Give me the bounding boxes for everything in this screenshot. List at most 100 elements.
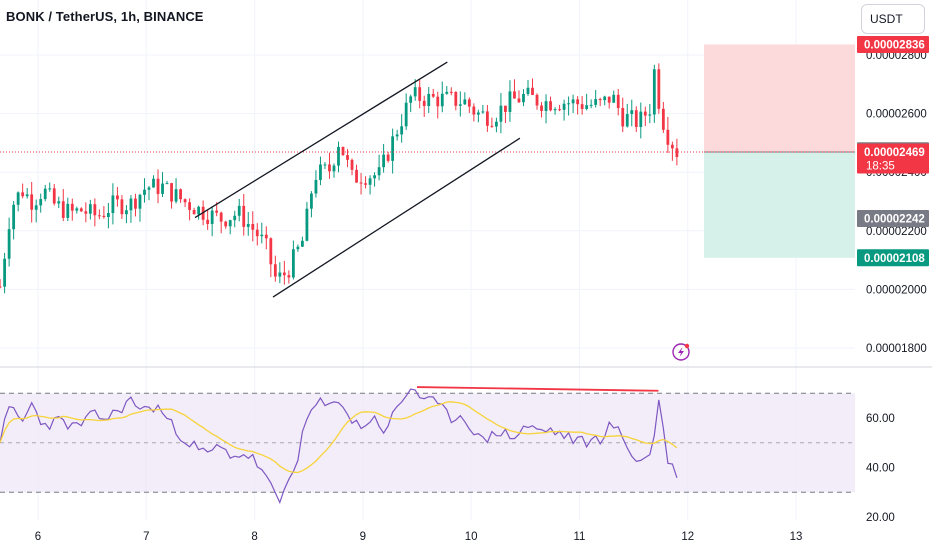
candle-body[interactable] bbox=[246, 223, 250, 227]
candle-body[interactable] bbox=[449, 91, 453, 93]
candle-body[interactable] bbox=[43, 188, 47, 200]
candle-body[interactable] bbox=[634, 110, 638, 127]
candle-body[interactable] bbox=[260, 234, 264, 237]
candle-body[interactable] bbox=[188, 202, 191, 210]
candle-body[interactable] bbox=[422, 100, 426, 107]
candle-body[interactable] bbox=[454, 91, 458, 106]
candle-body[interactable] bbox=[16, 192, 20, 205]
candle-body[interactable] bbox=[161, 183, 164, 194]
candle-body[interactable] bbox=[116, 195, 119, 200]
candle-body[interactable] bbox=[368, 178, 372, 185]
candle-body[interactable] bbox=[661, 108, 665, 130]
candle-body[interactable] bbox=[436, 96, 440, 107]
candle-body[interactable] bbox=[463, 99, 467, 105]
candle-body[interactable] bbox=[215, 210, 219, 213]
candle-body[interactable] bbox=[39, 199, 43, 206]
candle-body[interactable] bbox=[395, 134, 399, 137]
candle-body[interactable] bbox=[359, 182, 363, 184]
candle-body[interactable] bbox=[526, 87, 530, 94]
candle-body[interactable] bbox=[138, 194, 142, 209]
candle-body[interactable] bbox=[517, 98, 521, 103]
candle-body[interactable] bbox=[643, 111, 647, 116]
candle-body[interactable] bbox=[485, 111, 489, 126]
candle-body[interactable] bbox=[165, 183, 169, 185]
candle-body[interactable] bbox=[490, 125, 494, 127]
candle-body[interactable] bbox=[377, 167, 381, 176]
candle-body[interactable] bbox=[413, 87, 417, 97]
candle-body[interactable] bbox=[305, 208, 309, 241]
candle-body[interactable] bbox=[337, 146, 340, 166]
candle-body[interactable] bbox=[400, 126, 404, 135]
candle-body[interactable] bbox=[25, 194, 29, 197]
candle-body[interactable] bbox=[364, 183, 367, 185]
candle-body[interactable] bbox=[179, 189, 182, 200]
candle-body[interactable] bbox=[571, 99, 575, 104]
candle-body[interactable] bbox=[562, 103, 566, 110]
candle-body[interactable] bbox=[282, 272, 286, 276]
candle-body[interactable] bbox=[183, 199, 187, 203]
candle-body[interactable] bbox=[522, 93, 525, 103]
candle-body[interactable] bbox=[350, 159, 354, 170]
candle-body[interactable] bbox=[382, 154, 386, 168]
candle-body[interactable] bbox=[409, 96, 413, 103]
candle-body[interactable] bbox=[70, 203, 74, 211]
candle-body[interactable] bbox=[210, 210, 214, 224]
candle-body[interactable] bbox=[558, 109, 561, 111]
candle-body[interactable] bbox=[675, 148, 679, 158]
candle-body[interactable] bbox=[594, 99, 598, 105]
candle-body[interactable] bbox=[373, 175, 376, 179]
candle-body[interactable] bbox=[427, 93, 431, 107]
candle-body[interactable] bbox=[630, 110, 634, 115]
candle-body[interactable] bbox=[192, 209, 196, 215]
candle-body[interactable] bbox=[224, 221, 228, 227]
candle-body[interactable] bbox=[291, 249, 295, 278]
candle-body[interactable] bbox=[300, 240, 304, 247]
candle-body[interactable] bbox=[48, 188, 52, 190]
candle-body[interactable] bbox=[264, 234, 268, 239]
candle-body[interactable] bbox=[7, 229, 11, 259]
candle-body[interactable] bbox=[472, 106, 476, 115]
candle-body[interactable] bbox=[323, 164, 327, 166]
candle-body[interactable] bbox=[458, 104, 462, 106]
rsi-ma-line[interactable] bbox=[0, 401, 678, 474]
candle-body[interactable] bbox=[255, 229, 259, 237]
candle-body[interactable] bbox=[88, 204, 92, 214]
candle-body[interactable] bbox=[639, 111, 643, 127]
candle-body[interactable] bbox=[102, 215, 106, 217]
candle-body[interactable] bbox=[174, 189, 178, 202]
candle-body[interactable] bbox=[12, 204, 16, 230]
candle-body[interactable] bbox=[319, 164, 322, 180]
candle-body[interactable] bbox=[332, 165, 336, 172]
candle-body[interactable] bbox=[440, 93, 444, 107]
candle-body[interactable] bbox=[418, 87, 422, 101]
candle-body[interactable] bbox=[228, 220, 232, 227]
candle-body[interactable] bbox=[57, 201, 61, 204]
candle-body[interactable] bbox=[346, 155, 349, 160]
candle-body[interactable] bbox=[535, 94, 539, 106]
candle-body[interactable] bbox=[404, 102, 408, 127]
candle-body[interactable] bbox=[125, 210, 128, 215]
candle-body[interactable] bbox=[580, 104, 584, 109]
candle-body[interactable] bbox=[652, 69, 656, 115]
candle-body[interactable] bbox=[314, 179, 318, 194]
candle-body[interactable] bbox=[84, 211, 88, 214]
candle-body[interactable] bbox=[355, 169, 358, 183]
candle-body[interactable] bbox=[445, 91, 449, 94]
candle-body[interactable] bbox=[61, 201, 65, 218]
candle-body[interactable] bbox=[75, 208, 79, 211]
candle-body[interactable] bbox=[3, 258, 7, 287]
candle-body[interactable] bbox=[657, 69, 661, 109]
candle-body[interactable] bbox=[607, 96, 611, 103]
candle-body[interactable] bbox=[93, 204, 97, 216]
rsi-line[interactable] bbox=[0, 388, 678, 505]
price-label-badge[interactable]: 0.00002108 bbox=[857, 249, 929, 267]
candle-body[interactable] bbox=[612, 94, 616, 103]
candle-body[interactable] bbox=[273, 264, 277, 277]
candle-body[interactable] bbox=[544, 101, 548, 111]
candle-body[interactable] bbox=[549, 101, 552, 111]
candle-body[interactable] bbox=[219, 212, 223, 222]
candle-body[interactable] bbox=[508, 91, 512, 112]
candle-body[interactable] bbox=[553, 109, 557, 111]
candle-body[interactable] bbox=[79, 208, 83, 212]
